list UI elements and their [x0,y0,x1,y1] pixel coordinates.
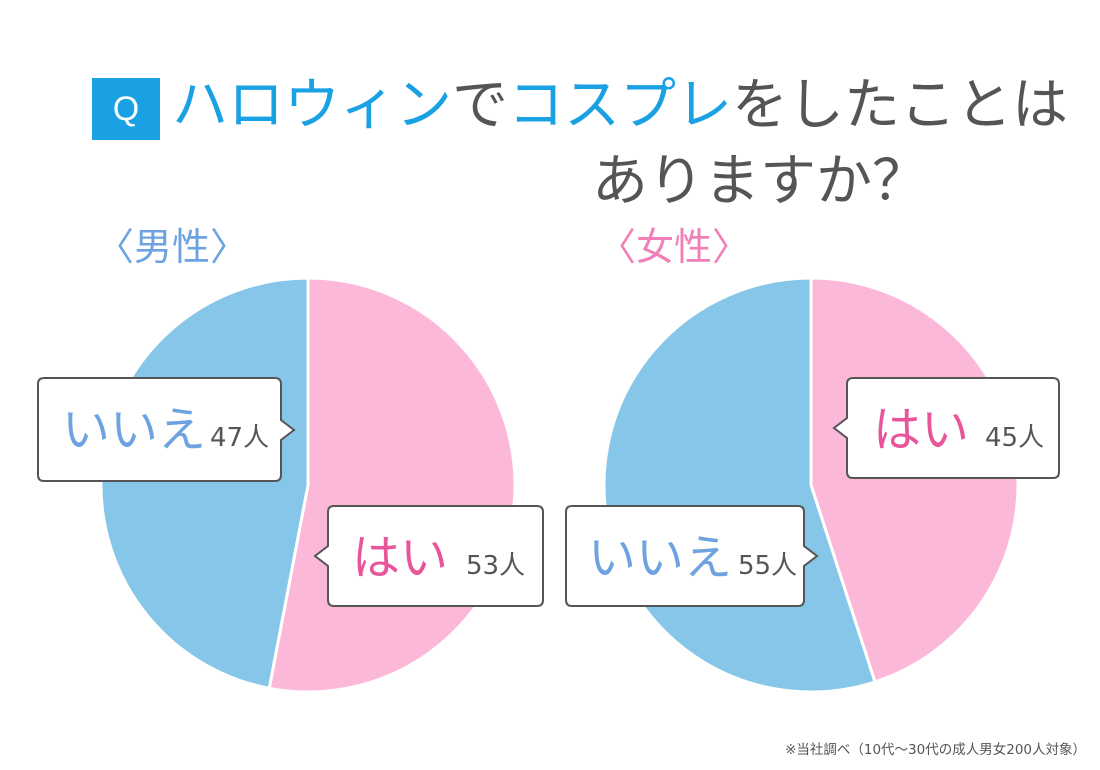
title-part-rest: をしたことは [732,73,1068,138]
female-yes-value: 45人 [985,423,1044,453]
title-part-de: で [452,73,508,138]
question-badge: Q [92,78,160,140]
question-title-line2: ありますか？ [592,149,928,214]
male-yes-callout: はい 53人 [313,505,544,607]
female-no-callout: いいえ 55人 [565,505,819,607]
title-part-halloween: ハロウィン [172,73,452,138]
male-yes-label: はい [352,530,448,586]
question-title-line1: ハロウィンでコスプレをしたことは [172,68,1068,144]
footnote: ※当社調べ（10代〜30代の成人男女200人対象） [785,742,1086,758]
female-group-label: 〈女性〉 [598,225,751,269]
male-yes-value: 53人 [466,551,525,581]
male-pie [99,276,517,694]
female-yes-label: はい [873,402,969,458]
female-no-label: いいえ [588,530,732,586]
question-badge-label: Q [112,89,140,128]
male-no-callout: いいえ 47人 [37,377,296,482]
male-group-label: 〈男性〉 [96,225,249,269]
question-title: ハロウィンでコスプレをしたことは ありますか？ [172,68,1068,220]
female-pie [602,276,1020,694]
male-no-label: いいえ [62,402,206,458]
title-part-cosplay: コスプレ [508,73,732,138]
male-no-slice [99,276,310,691]
male-no-value: 47人 [210,423,269,453]
female-no-value: 55人 [738,551,797,581]
female-yes-callout: はい 45人 [832,377,1060,479]
